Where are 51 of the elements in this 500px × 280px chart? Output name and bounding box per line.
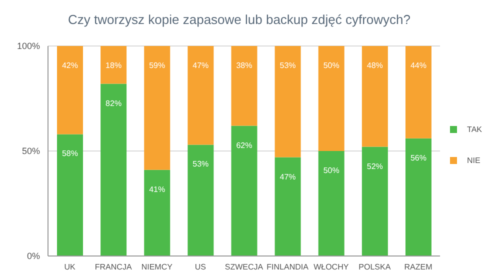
bar [274, 157, 301, 256]
bar [362, 46, 388, 147]
bar [318, 151, 344, 256]
x-tick-label: UK [64, 262, 76, 272]
bar [188, 46, 214, 145]
data-label: 38% [236, 61, 252, 70]
bar [100, 46, 127, 84]
bar [405, 46, 432, 138]
y-tick-label: 100% [16, 41, 40, 52]
data-label: 56% [410, 153, 426, 162]
x-tick-label: SZWECJA [224, 262, 264, 272]
data-label: 42% [62, 61, 78, 70]
data-label: 47% [192, 61, 209, 70]
x-tick-label: WŁOCHY [314, 262, 350, 272]
data-label: 47% [280, 172, 296, 182]
bar [405, 138, 432, 256]
y-tick-label: 0% [26, 251, 40, 262]
data-label: 82% [106, 98, 122, 108]
data-label: 59% [149, 61, 166, 70]
data-label: 58% [62, 149, 78, 158]
data-label: 41% [149, 184, 166, 194]
bar [57, 46, 83, 134]
bar [318, 46, 344, 151]
x-tick-label: RAZEM [404, 262, 433, 272]
bar [100, 84, 127, 256]
bar [57, 134, 83, 256]
x-tick-label: US [194, 262, 206, 272]
legend-label: NIE [466, 156, 482, 165]
bar [231, 126, 258, 256]
y-tick-label: 50% [22, 146, 40, 156]
x-tick-label: FRANCJA [94, 262, 132, 272]
bar [362, 146, 388, 256]
x-tick-label: NIEMCY [141, 262, 174, 272]
x-tick-label: FINLANDIA [266, 262, 310, 272]
bar [274, 46, 301, 158]
data-label: 53% [280, 61, 296, 70]
data-label: 48% [366, 61, 383, 70]
bar [144, 46, 170, 170]
data-label: 50% [323, 61, 340, 70]
chart-title: Czy tworzysz kopie zapasowe lub backup zdjęć cyfrowych? [67, 11, 412, 29]
data-label: 50% [323, 166, 340, 175]
data-label: 44% [410, 61, 426, 70]
bar [188, 144, 214, 256]
bar [231, 46, 258, 126]
x-tick-label: POLSKA [358, 262, 392, 272]
data-label: 53% [192, 160, 209, 169]
legend-label: TAK [466, 125, 482, 134]
data-label: 62% [236, 140, 252, 150]
data-label: 52% [366, 162, 383, 171]
bar [144, 170, 170, 256]
data-label: 18% [106, 61, 122, 70]
